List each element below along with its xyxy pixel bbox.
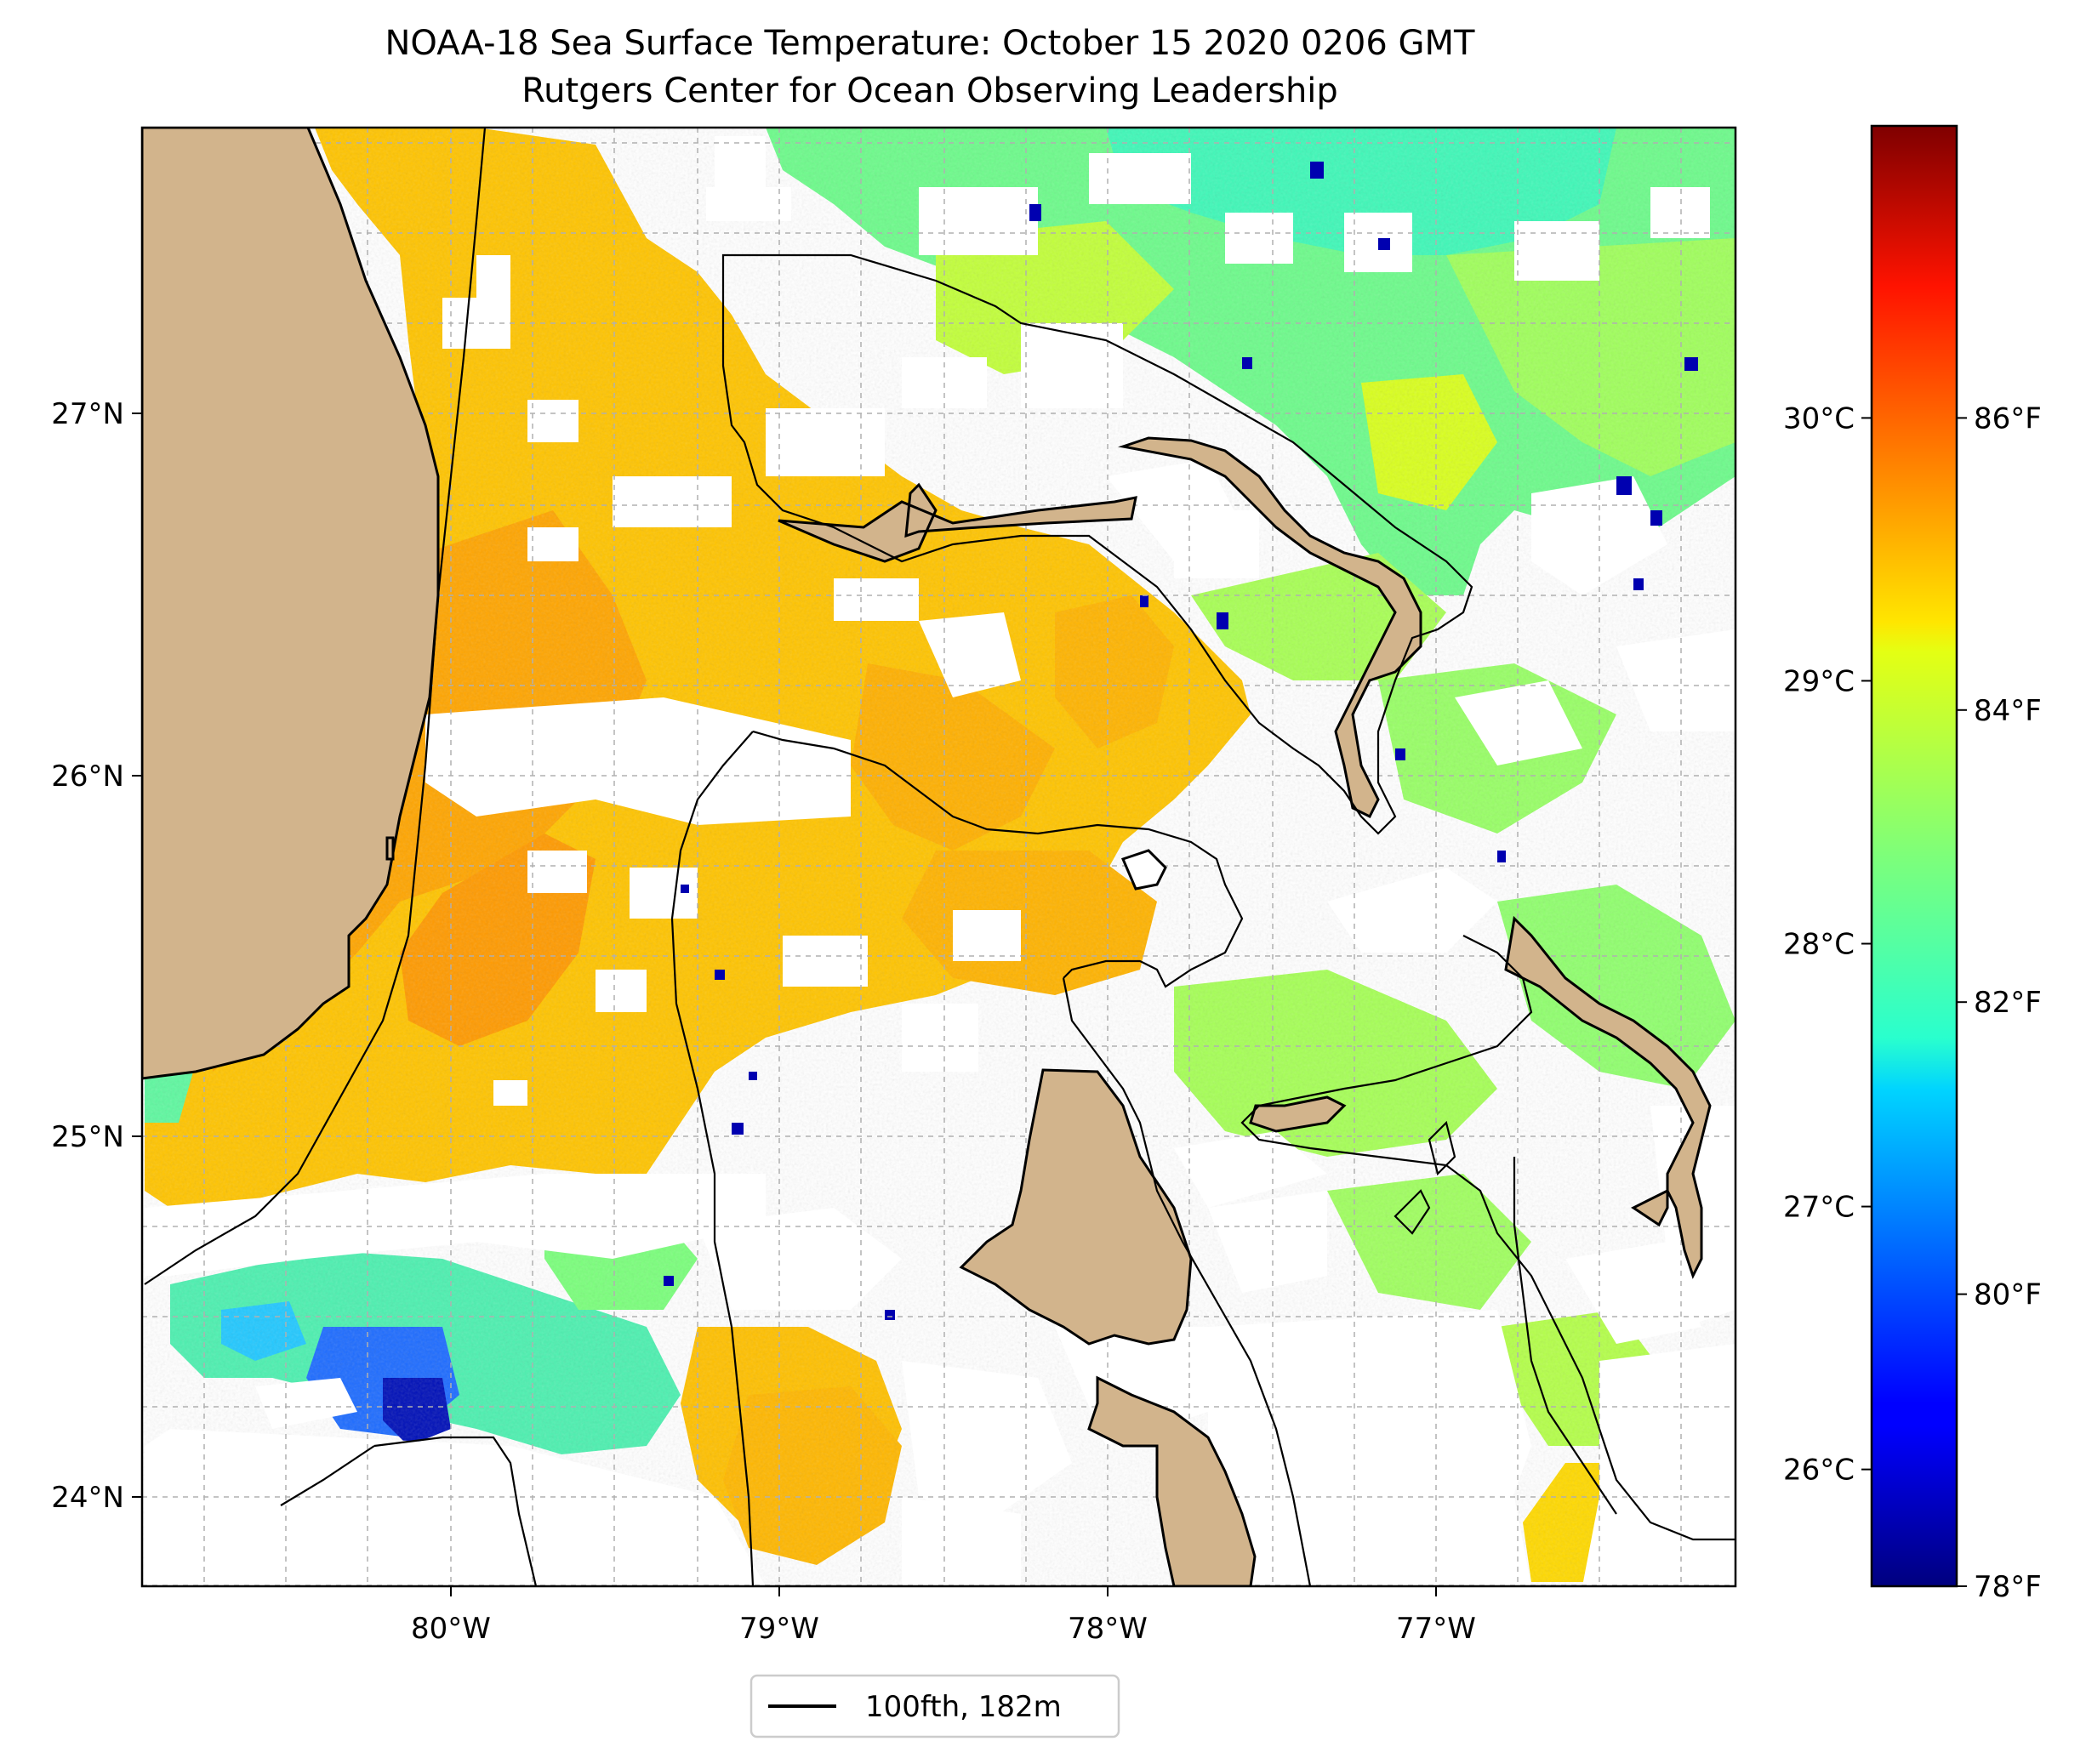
map-frame <box>140 126 1737 1588</box>
colorbar-fahrenheit-label: 86°F <box>1974 401 2042 435</box>
map-panel <box>142 128 1735 1586</box>
cloud-mask <box>145 136 1735 1586</box>
land-masses <box>142 128 1712 1586</box>
new-providence-island <box>1249 1095 1347 1133</box>
andros-island <box>959 1068 1193 1346</box>
lat-tick-label: 26°N <box>51 760 124 794</box>
colorbar-celsius-label: 26°C <box>1783 1454 1855 1488</box>
colorbar-celsius-label: 28°C <box>1783 928 1855 962</box>
colorbar-fahrenheit-axis: 78°F 80°F 82°F 84°F 86°F <box>1957 401 2042 1604</box>
lon-tick-label: 80°W <box>411 1612 491 1646</box>
colorbar-fahrenheit-label: 80°F <box>1974 1278 2042 1312</box>
berry-island <box>1120 849 1167 891</box>
lat-tick-label: 25°N <box>51 1120 124 1154</box>
colorbar-celsius-label: 30°C <box>1783 401 1855 435</box>
colorbar-fahrenheit-label: 82°F <box>1974 986 2042 1020</box>
title-line-1: NOAA-18 Sea Surface Temperature: October… <box>385 24 1476 63</box>
legend-label: 100fth, 182m <box>865 1690 1062 1724</box>
cold-pixel-clusters <box>162 162 1698 1320</box>
lon-tick-label: 78°W <box>1068 1612 1148 1646</box>
colorbar-fahrenheit-label: 84°F <box>1974 694 2042 728</box>
colorbar-celsius-label: 29°C <box>1783 664 1855 698</box>
colorbar-fahrenheit-label: 78°F <box>1974 1570 2042 1604</box>
lat-axis: 24°N 25°N 26°N 27°N <box>51 397 142 1515</box>
colorbar-celsius-axis: 26°C 27°C 28°C 29°C 30°C <box>1783 401 1872 1488</box>
colorbar-celsius-label: 27°C <box>1783 1191 1855 1225</box>
florida-land <box>142 128 440 1080</box>
abaco-islands <box>1118 436 1422 819</box>
lat-tick-label: 24°N <box>51 1481 124 1515</box>
eleuthera-island <box>1504 915 1712 1279</box>
title-line-2: Rutgers Center for Ocean Observing Leade… <box>522 71 1338 111</box>
lat-tick-label: 27°N <box>51 397 124 431</box>
grand-bahama-island <box>778 482 1137 563</box>
lon-tick-label: 79°W <box>739 1612 819 1646</box>
colorbar: 26°C 27°C 28°C 29°C 30°C 78°F 80°F 82°F 84°F 86°… <box>1783 124 2042 1604</box>
bimini-cay <box>385 836 395 861</box>
colorbar-gradient <box>1870 124 1958 1588</box>
andros-south-cays <box>1087 1375 1257 1586</box>
isobath-100fth <box>144 128 1735 1586</box>
lon-axis: 80°W 79°W 78°W 77°W <box>411 1586 1476 1646</box>
lon-tick-label: 77°W <box>1396 1612 1476 1646</box>
legend: 100fth, 182m <box>749 1674 1120 1738</box>
legend-box <box>749 1674 1120 1738</box>
